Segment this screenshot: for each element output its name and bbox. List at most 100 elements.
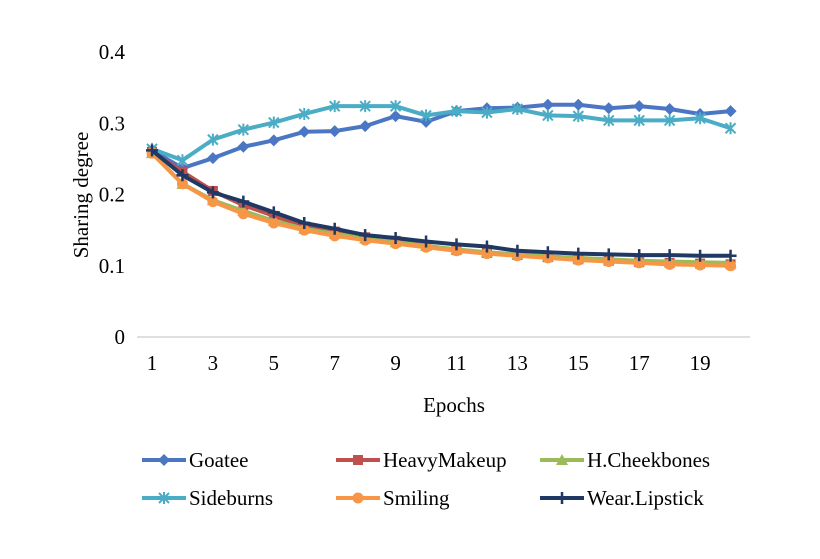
data-point <box>298 125 311 138</box>
data-point <box>633 100 646 113</box>
data-point <box>298 224 310 236</box>
data-point <box>511 103 524 115</box>
data-point <box>389 231 402 244</box>
x-tick-label: 5 <box>269 351 280 375</box>
data-point <box>206 186 219 199</box>
data-point <box>207 133 219 146</box>
legend-item: Wear.Lipstick <box>540 486 704 510</box>
data-point <box>724 122 737 135</box>
legend-label: Wear.Lipstick <box>587 486 704 510</box>
data-point <box>556 492 568 504</box>
data-point <box>298 107 310 120</box>
data-point <box>633 257 645 269</box>
data-point <box>724 105 737 118</box>
data-point <box>298 217 311 229</box>
data-point <box>572 98 585 111</box>
data-point <box>158 492 170 504</box>
data-point <box>694 249 707 262</box>
data-point <box>268 116 280 129</box>
data-point <box>237 140 250 153</box>
legend-item: HeavyMakeup <box>336 448 507 472</box>
data-point <box>207 196 219 208</box>
data-point <box>237 208 249 220</box>
data-point <box>176 154 189 167</box>
legend-label: HeavyMakeup <box>383 448 507 472</box>
legend-item: Smiling <box>336 486 450 510</box>
x-tick-label: 17 <box>629 351 650 375</box>
data-point <box>664 258 676 270</box>
data-point <box>352 492 364 504</box>
y-tick-label: 0.2 <box>99 183 125 207</box>
data-point <box>158 454 170 466</box>
x-tick-label: 9 <box>390 351 401 375</box>
data-point <box>602 248 615 261</box>
data-point <box>389 110 402 123</box>
legend-label: Smiling <box>383 486 450 510</box>
data-point <box>328 222 341 235</box>
series-smiling <box>146 147 737 272</box>
y-axis-label: Sharing degree <box>69 132 93 259</box>
series-goatee <box>146 98 737 175</box>
data-point <box>572 247 585 260</box>
series-line <box>151 104 732 163</box>
y-tick-label: 0.4 <box>99 40 126 64</box>
data-point <box>663 103 676 115</box>
data-point <box>353 455 363 465</box>
legend-label: H.Cheekbones <box>587 448 710 472</box>
x-tick-label: 3 <box>208 351 219 375</box>
legend: Goatee HeavyMakeup H.Cheekbones Sideburns Sm… <box>142 448 710 510</box>
legend-label: Goatee <box>189 448 248 472</box>
legend-item: Goatee <box>142 448 248 472</box>
data-point <box>572 254 584 266</box>
data-point <box>694 112 706 125</box>
data-point <box>450 105 463 118</box>
legend-item: H.Cheekbones <box>540 448 710 472</box>
x-tick-label: 7 <box>329 351 340 375</box>
data-point <box>450 238 463 251</box>
x-tick-label: 11 <box>446 351 466 375</box>
data-point <box>481 248 493 260</box>
legend-item: Sideburns <box>142 486 273 510</box>
x-tick-label: 19 <box>690 351 711 375</box>
data-point <box>602 102 615 115</box>
data-point <box>359 120 372 133</box>
data-point <box>603 114 615 127</box>
legend-label: Sideburns <box>189 486 273 510</box>
data-point <box>542 109 554 122</box>
x-tick-label: 13 <box>507 351 528 375</box>
data-point <box>176 178 188 190</box>
y-tick-label: 0.1 <box>99 254 125 278</box>
data-point <box>541 98 554 111</box>
data-point <box>511 244 524 257</box>
y-tick-label: 0.3 <box>99 111 125 135</box>
series-sideburns <box>146 100 737 167</box>
x-tick-label: 15 <box>568 351 589 375</box>
data-point <box>237 195 250 208</box>
data-point <box>541 246 554 259</box>
x-axis-label: Epochs <box>423 393 485 417</box>
data-point <box>724 249 737 262</box>
data-point <box>268 217 280 229</box>
data-point <box>556 454 568 465</box>
data-point <box>267 206 280 219</box>
x-tick-label: 1 <box>147 351 158 375</box>
data-point <box>480 240 493 253</box>
data-point <box>663 249 676 262</box>
data-point <box>694 259 706 271</box>
data-point <box>420 235 433 248</box>
data-point <box>359 229 372 242</box>
data-point <box>328 100 341 113</box>
data-point <box>633 114 645 127</box>
data-point <box>725 260 737 272</box>
data-point <box>329 230 341 242</box>
y-tick-label: 0 <box>115 325 126 349</box>
data-point <box>267 134 280 147</box>
data-point <box>663 114 676 127</box>
data-point <box>359 100 371 113</box>
data-point <box>572 110 585 123</box>
data-point <box>633 249 646 262</box>
data-point <box>176 169 189 182</box>
data-point <box>389 100 402 113</box>
data-point <box>237 123 250 136</box>
